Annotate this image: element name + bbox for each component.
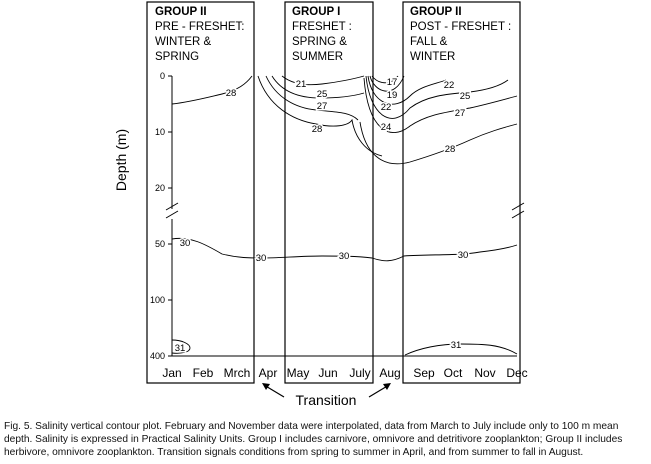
contour-label: 30 [339,251,350,262]
transition-bracket [262,383,391,398]
contour-label: 19 [387,90,398,101]
contour-label: 31 [451,340,462,351]
y-axis-break-mark [165,202,179,211]
contour-line-27-right [363,77,518,134]
group-line: FALL & [410,36,448,48]
group-box-pre-freshet [146,1,255,384]
group-headers: GROUP II PRE - FRESHET: WINTER & SPRING … [155,6,511,63]
salinity-contour-chart: GROUP II PRE - FRESHET: WINTER & SPRING … [113,1,528,408]
contour-line-28-right [359,121,518,165]
group-line: PRE - FRESHET: [155,21,244,33]
y-tick-labels: 0 10 20 50 100 400 [150,71,165,361]
contour-label: 28 [226,88,237,99]
month-label: Jun [318,366,337,380]
month-label: Aug [379,366,400,380]
group-line: WINTER [410,51,455,63]
group-line: FRESHET : [292,21,352,33]
contour-label: 27 [455,108,466,119]
month-label: July [349,366,370,380]
month-label: Jan [162,366,181,380]
y-tick-label: 20 [155,183,165,193]
group-line: SPRING [155,51,199,63]
contour-labels: 28 21 25 27 28 17 19 22 24 22 25 27 28 3… [173,76,472,356]
figure-caption: Fig. 5. Salinity vertical contour plot. … [4,421,623,458]
group-title: GROUP II [155,6,207,18]
contour-label: 22 [444,80,455,91]
group-box-freshet [284,1,374,384]
contour-label: 25 [460,91,471,102]
group-line: SUMMER [292,51,343,63]
contour-line-28-mid [257,75,383,157]
group-boxes [146,1,521,384]
contour-label: 25 [317,89,328,100]
month-label: Sep [413,366,435,380]
group-line: WINTER & [155,36,212,48]
month-label: Oct [444,366,463,380]
contour-line-24 [365,75,509,119]
month-label: Nov [474,366,495,380]
contour-label: 22 [381,102,392,113]
group-line: SPRING & [292,36,347,48]
month-label: Dec [506,366,527,380]
month-label: Feb [193,366,214,380]
y-tick-label: 10 [155,127,165,137]
contour-label: 28 [312,124,323,135]
contour-label: 24 [381,122,392,133]
right-break-mark [511,210,525,219]
y-tick-label: 0 [160,71,165,81]
group-line: POST - FRESHET : [410,21,511,33]
contour-label: 30 [180,238,191,249]
contour-line-28-left [171,75,253,105]
contour-line-31-left [171,339,191,354]
contour-line-19 [369,75,405,92]
y-axis-title: Depth (m) [113,129,129,191]
contour-line-31-right [404,343,518,356]
contour-label: 31 [175,343,186,354]
month-label: May [287,366,310,380]
contour-line-25 [271,75,365,99]
contour-label: 27 [317,101,328,112]
month-label: Mrch [224,366,251,380]
group-title: GROUP I [292,6,340,18]
month-labels: Jan Feb Mrch Apr May Jun July Aug Sep Oc… [162,366,527,380]
month-label: Apr [259,366,278,380]
transition-arrowhead [262,383,270,390]
contour-line-22-mid [367,75,447,105]
transition-arrowhead [383,383,391,390]
transition-label: Transition [296,392,357,408]
contour-label: 30 [256,253,267,264]
y-tick-label: 100 [150,295,165,305]
contour-label: 17 [387,77,398,88]
axes [165,75,525,357]
contour-line-21 [281,75,365,86]
y-axis-break-mark [165,210,179,219]
contour-label: 30 [458,250,469,261]
contour-line-17 [371,75,399,84]
group-box-post-freshet [402,1,521,384]
contour-line-30 [171,237,518,262]
contour-line-27 [265,75,359,121]
contour-label: 28 [445,144,456,155]
contour-lines [171,75,518,356]
y-tick-label: 50 [155,239,165,249]
y-tick-label: 400 [150,351,165,361]
group-title: GROUP II [410,6,462,18]
contour-label: 21 [296,79,307,90]
right-break-mark [511,202,525,211]
